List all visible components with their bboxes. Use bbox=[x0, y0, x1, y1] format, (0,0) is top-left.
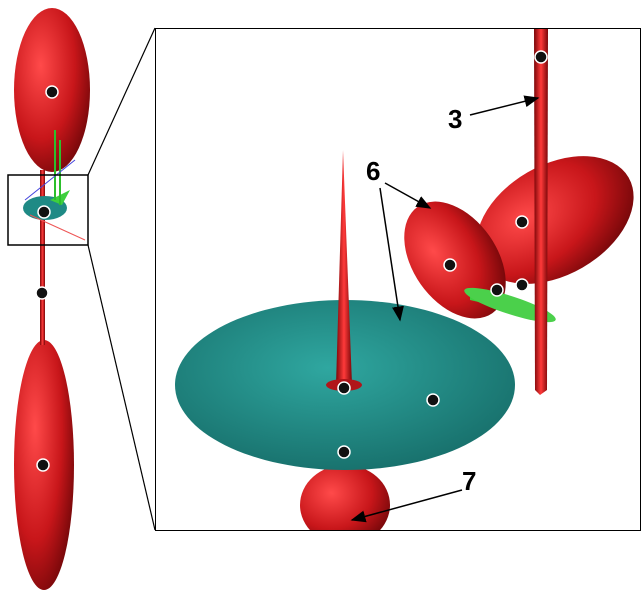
callouts bbox=[350, 95, 540, 523]
label-7: 7 bbox=[462, 466, 476, 496]
overview bbox=[7, 8, 156, 590]
label-6: 6 bbox=[366, 156, 380, 186]
inset bbox=[155, 28, 641, 531]
label-3: 3 bbox=[448, 104, 462, 134]
